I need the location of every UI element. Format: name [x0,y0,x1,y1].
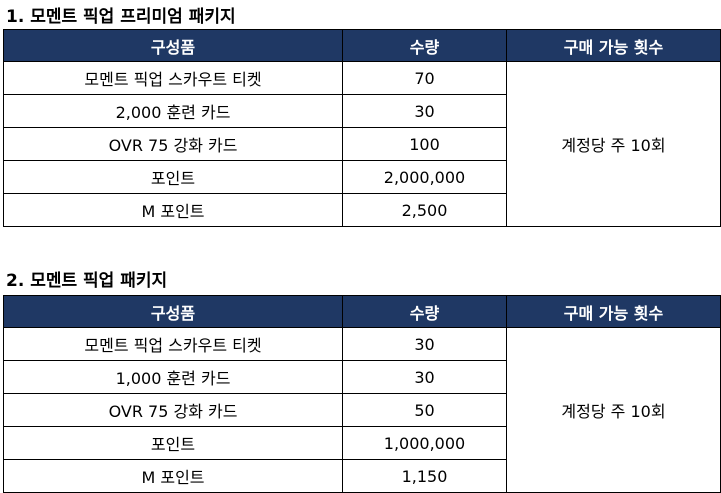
table-row: M 포인트 1,150 [3,459,721,493]
item-name: 포인트 [3,426,343,460]
package-table: 구성품 수량 구매 가능 횟수 모멘트 픽업 스카우트 티켓 30 계정당 주 10회 1,… [3,295,721,493]
item-name: OVR 75 강화 카드 [3,393,343,427]
item-quantity: 70 [342,61,507,95]
item-quantity: 1,000,000 [342,426,507,460]
item-quantity: 50 [342,393,507,427]
item-quantity: 30 [342,94,507,128]
table-row: 2,000 훈련 카드 30 [3,94,721,128]
item-name: M 포인트 [3,459,343,493]
column-header: 구매 가능 횟수 [506,295,721,328]
column-header: 수량 [342,29,507,62]
item-name: 1,000 훈련 카드 [3,360,343,394]
item-quantity: 1,150 [342,459,507,493]
section-title: 1. 모멘트 픽업 프리미엄 패키지 [6,7,236,27]
column-header: 구성품 [3,295,343,328]
purchase-limit: 계정당 주 10회 [506,327,721,493]
purchase-limit: 계정당 주 10회 [506,61,721,227]
column-header: 수량 [342,295,507,328]
header-row: 구성품 수량 구매 가능 횟수 [3,29,721,62]
table-row: 포인트 1,000,000 [3,426,721,460]
column-header: 구성품 [3,29,343,62]
item-quantity: 2,500 [342,193,507,227]
item-quantity: 2,000,000 [342,160,507,194]
table-row: OVR 75 강화 카드 100 [3,127,721,161]
item-quantity: 100 [342,127,507,161]
item-quantity: 30 [342,360,507,394]
header-row: 구성품 수량 구매 가능 횟수 [3,295,721,328]
table-row: M 포인트 2,500 [3,193,721,227]
item-name: 모멘트 픽업 스카우트 티켓 [3,327,343,361]
table-row: 포인트 2,000,000 [3,160,721,194]
table-row: 모멘트 픽업 스카우트 티켓 30 계정당 주 10회 [3,327,721,493]
table-row: 1,000 훈련 카드 30 [3,360,721,394]
item-name: 모멘트 픽업 스카우트 티켓 [3,61,343,95]
section-title: 2. 모멘트 픽업 패키지 [6,271,168,291]
item-name: OVR 75 강화 카드 [3,127,343,161]
item-name: 2,000 훈련 카드 [3,94,343,128]
column-header: 구매 가능 횟수 [506,29,721,62]
item-name: M 포인트 [3,193,343,227]
item-quantity: 30 [342,327,507,361]
table-row: 모멘트 픽업 스카우트 티켓 70 계정당 주 10회 [3,61,721,227]
item-name: 포인트 [3,160,343,194]
package-table: 구성품 수량 구매 가능 횟수 모멘트 픽업 스카우트 티켓 70 계정당 주 10회 2,… [3,29,721,227]
table-row: OVR 75 강화 카드 50 [3,393,721,427]
